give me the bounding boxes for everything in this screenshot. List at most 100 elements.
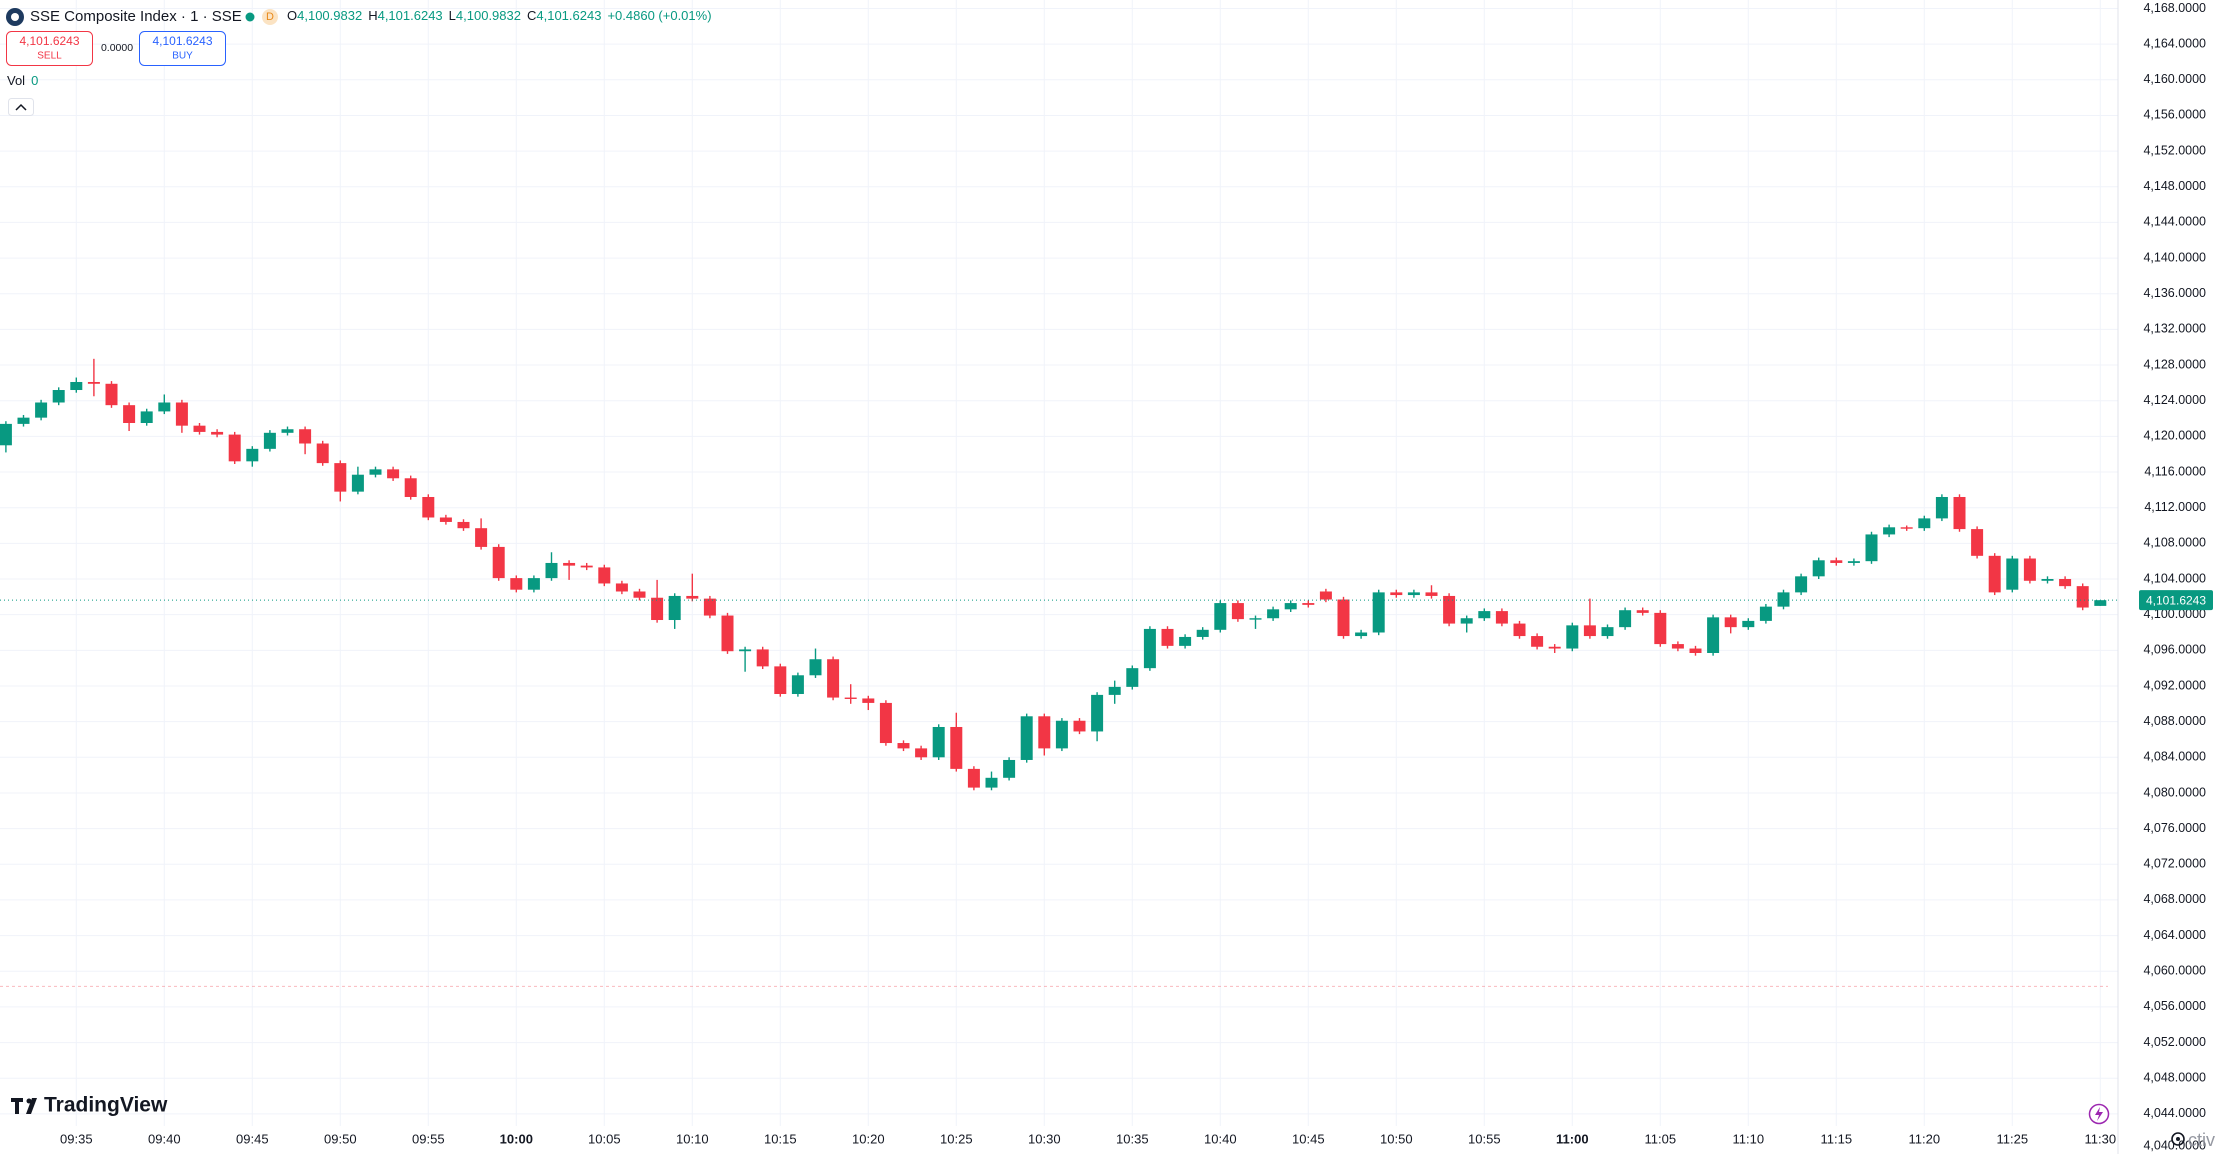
collapse-button[interactable] — [8, 98, 34, 116]
market-status-dot[interactable] — [245, 12, 255, 22]
candle-body — [1179, 636, 1192, 646]
y-tick-label: 4,112.0000 — [2144, 500, 2206, 514]
y-tick-label: 4,100.0000 — [2143, 607, 2206, 621]
candle-body — [316, 443, 329, 464]
y-tick-label: 4,132.0000 — [2143, 322, 2206, 336]
lightning-icon[interactable] — [2095, 1107, 2103, 1121]
candle-body — [932, 726, 945, 758]
candle-body — [1777, 592, 1790, 607]
candle-body — [1865, 534, 1878, 562]
brand-logo-dot[interactable] — [26, 1098, 32, 1104]
buy-price[interactable]: 4,101.6243 — [152, 34, 212, 48]
candle-body — [1654, 612, 1667, 645]
candle-body — [211, 431, 224, 435]
sell-button[interactable] — [6, 31, 93, 66]
x-tick-label: 10:10 — [676, 1131, 709, 1146]
candle-body — [52, 390, 65, 403]
candle-body — [915, 748, 928, 758]
time-axis-band — [0, 1126, 2118, 1154]
x-tick-label: 11:15 — [1821, 1131, 1853, 1146]
candle-body — [1900, 527, 1913, 529]
candle-body — [2076, 586, 2089, 608]
x-tick-label: 10:05 — [588, 1131, 621, 1146]
symbol-title[interactable]: SSE Composite Index · 1 · SSE — [30, 8, 242, 25]
candle-body — [35, 402, 48, 418]
candle-body — [1953, 496, 1966, 530]
x-tick-label: 09:50 — [324, 1131, 357, 1146]
settings-icon[interactable] — [2171, 1132, 2185, 1146]
candle-body — [1319, 591, 1332, 600]
y-tick-label: 4,168.0000 — [2143, 1, 2206, 15]
y-tick-label: 4,124.0000 — [2143, 393, 2206, 407]
candle-body — [1302, 603, 1315, 605]
candle-body — [1883, 527, 1896, 535]
candle-body — [2023, 558, 2036, 581]
settings-icon-center[interactable] — [2176, 1137, 2180, 1141]
candle-body — [158, 402, 171, 412]
candle-body — [1337, 599, 1350, 637]
ohlc-change: +0.4860 (+0.01%) — [607, 8, 711, 23]
y-tick-label: 4,056.0000 — [2143, 999, 2206, 1013]
candle-body — [1003, 759, 1016, 778]
candle-body — [598, 567, 611, 584]
x-tick-label: 11:30 — [2085, 1131, 2117, 1146]
axes-layer: 4,040.0000 4,044.0000 4,048.0000 4,052.0000… — [60, 1, 2213, 1152]
candle-body — [1161, 628, 1174, 646]
candle-body — [1020, 716, 1033, 760]
candle-body — [422, 496, 435, 518]
candle-body — [651, 597, 664, 621]
brand-name[interactable]: TradingView — [44, 1094, 168, 1117]
ohlc-label: C — [527, 8, 536, 23]
candle-body — [1707, 617, 1720, 653]
candle-body — [1460, 618, 1473, 624]
candle-body — [70, 381, 83, 391]
candle-body — [668, 595, 681, 621]
candle-body — [1267, 609, 1280, 619]
grid-layer — [0, 0, 2118, 1151]
candle-body — [1566, 625, 1579, 649]
candle-body — [1830, 560, 1843, 563]
candle-body — [1513, 623, 1526, 637]
sell-price[interactable]: 4,101.6243 — [19, 34, 79, 48]
x-tick-label: 10:50 — [1380, 1131, 1413, 1146]
candle-body — [862, 698, 875, 703]
y-tick-label: 4,040.0000 — [2143, 1138, 2206, 1152]
buy-label[interactable]: BUY — [172, 51, 193, 62]
y-tick-label: 4,104.0000 — [2143, 571, 2206, 585]
x-tick-label: 11:10 — [1733, 1131, 1765, 1146]
candle-body — [475, 528, 488, 547]
interval-badge[interactable]: D — [266, 11, 274, 23]
candle-body — [1143, 628, 1156, 669]
candle-body — [1284, 603, 1297, 610]
buy-button[interactable] — [139, 31, 226, 66]
candle-body — [1390, 592, 1403, 596]
candle-body — [633, 591, 646, 598]
ohlc-value: 4,101.6243 — [536, 8, 601, 23]
candle-body — [615, 583, 628, 592]
candle-body — [334, 463, 347, 492]
y-tick-label: 4,108.0000 — [2143, 536, 2206, 550]
ohlc-label: L — [449, 8, 456, 23]
x-tick-label: 09:45 — [236, 1131, 269, 1146]
candle-body — [1055, 720, 1068, 749]
brand-logo[interactable] — [11, 1098, 37, 1114]
candle-body — [791, 675, 804, 695]
candle-body — [1126, 668, 1139, 687]
collapse-icon[interactable] — [15, 103, 27, 111]
candle-body — [281, 429, 294, 433]
candle-body — [1935, 496, 1948, 519]
candle-body — [123, 405, 136, 423]
sell-label[interactable]: SELL — [37, 51, 62, 62]
candle-body — [827, 659, 840, 698]
interval-badge-bg[interactable] — [262, 9, 278, 25]
volume-label: Vol — [7, 73, 25, 88]
candle-body — [1425, 592, 1438, 596]
candle-body — [1091, 694, 1104, 732]
candle-body — [193, 425, 206, 432]
x-tick-label: 10:55 — [1468, 1131, 1501, 1146]
candle-body — [1038, 716, 1051, 749]
candle-body — [1372, 592, 1385, 633]
y-tick-label: 4,116.0000 — [2144, 464, 2206, 478]
candle-body — [1108, 686, 1121, 695]
